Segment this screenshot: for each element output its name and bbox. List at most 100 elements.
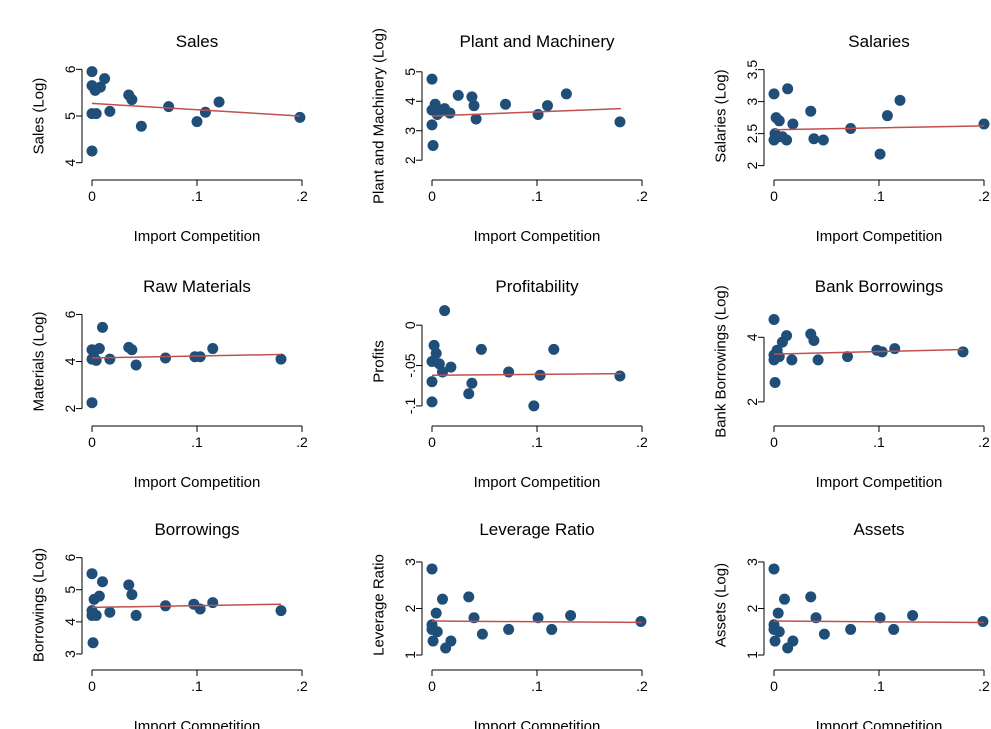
data-point [97, 576, 108, 588]
data-point [808, 133, 820, 145]
data-point [431, 626, 443, 638]
x-axis-label: Import Competition [474, 718, 601, 729]
data-point [957, 346, 969, 358]
y-tick-label: 5 [62, 586, 78, 594]
y-tick-label: 1 [402, 651, 418, 659]
y-tick-label: 6 [62, 554, 78, 562]
data-point [90, 609, 102, 621]
y-tick-label: 0 [402, 321, 418, 329]
data-point [426, 376, 438, 388]
y-axis-label: Assets (Log) [713, 563, 730, 647]
data-point [888, 623, 900, 635]
y-tick-label: 6 [62, 65, 78, 73]
data-point [444, 107, 456, 119]
data-point [427, 139, 439, 151]
data-point [786, 354, 798, 366]
data-point [773, 351, 785, 363]
x-tick-label: .1 [873, 188, 885, 204]
data-point [818, 628, 830, 640]
fit-line [91, 353, 282, 359]
x-tick-label: 0 [770, 678, 778, 694]
fit-line [91, 102, 300, 117]
x-tick-label: .1 [191, 188, 203, 204]
data-point [503, 623, 515, 635]
data-point [782, 83, 794, 95]
data-point [500, 98, 511, 110]
data-point [466, 377, 478, 389]
y-tick-label: 2 [402, 156, 418, 164]
data-point [768, 88, 780, 100]
data-point [772, 607, 784, 619]
x-tick-label: 0 [428, 434, 436, 450]
panel-title: Plant and Machinery [460, 32, 615, 51]
x-axis-label: Import Competition [474, 228, 601, 245]
data-point [135, 120, 147, 132]
y-tick-label: 3 [402, 558, 418, 566]
data-point [93, 343, 105, 355]
y-tick-label: -.05 [402, 353, 418, 377]
y-tick-label: 2 [744, 604, 760, 612]
data-point [126, 344, 138, 356]
x-axis-label: Import Competition [816, 474, 943, 491]
data-point [773, 115, 785, 127]
data-point [87, 637, 99, 649]
data-point [90, 354, 102, 366]
x-tick-label: .2 [296, 188, 308, 204]
x-tick-label: .1 [191, 678, 203, 694]
x-tick-label: .1 [531, 188, 543, 204]
y-tick-label: 3 [62, 650, 78, 658]
x-tick-label: 0 [428, 678, 436, 694]
x-tick-label: .2 [978, 188, 990, 204]
panel-title: Salaries [848, 32, 909, 51]
data-point [199, 106, 211, 118]
y-tick-label: 6 [62, 310, 78, 318]
data-point [194, 351, 206, 363]
data-point [548, 343, 560, 355]
y-axis-label: Bank Borrowings (Log) [713, 285, 730, 438]
x-tick-label: 0 [88, 188, 96, 204]
x-axis-label: Import Competition [134, 718, 261, 729]
data-point [94, 81, 106, 93]
data-point [130, 359, 142, 371]
data-point [427, 635, 439, 647]
data-point [842, 351, 853, 363]
data-point [90, 108, 102, 120]
panel-title: Profitability [495, 277, 579, 296]
data-point [426, 119, 438, 131]
data-point [532, 612, 544, 624]
panel-title: Assets [853, 520, 904, 539]
fit-line [773, 348, 964, 355]
data-point [787, 635, 799, 647]
data-point [546, 623, 558, 635]
x-tick-label: 0 [770, 434, 778, 450]
data-point [86, 66, 98, 78]
panel-title: Bank Borrowings [815, 277, 944, 296]
fit-line [773, 620, 985, 624]
data-point [99, 73, 111, 85]
y-tick-label: 4 [62, 357, 78, 365]
x-axis-label: Import Competition [816, 718, 943, 729]
data-point [275, 605, 287, 617]
fit-line [431, 372, 622, 376]
data-point [874, 612, 886, 624]
data-point [977, 616, 989, 628]
data-point [978, 118, 990, 130]
data-point [560, 88, 572, 100]
x-tick-label: 0 [428, 188, 436, 204]
data-point [779, 593, 790, 605]
data-point [769, 376, 781, 388]
data-point [817, 134, 829, 146]
data-point [468, 612, 480, 624]
data-point [426, 563, 438, 575]
data-point [528, 400, 540, 412]
data-point [439, 305, 451, 317]
data-point [476, 628, 488, 640]
y-tick-label: 3 [402, 127, 418, 135]
data-point [894, 94, 906, 106]
y-axis-label: Sales (Log) [31, 78, 48, 155]
data-point [426, 396, 438, 408]
x-axis-label: Import Competition [474, 474, 601, 491]
data-point [445, 635, 457, 647]
x-tick-label: .1 [191, 434, 203, 450]
data-point [810, 612, 822, 624]
